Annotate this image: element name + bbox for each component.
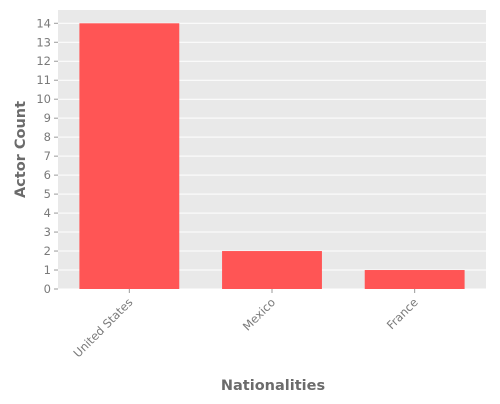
y-tick-label: 12	[36, 54, 51, 68]
y-tick-label: 9	[44, 111, 51, 125]
y-tick-label: 7	[44, 149, 51, 163]
bar	[364, 270, 465, 289]
y-tick-label: 2	[44, 244, 51, 258]
bars	[79, 23, 465, 290]
x-tick-label: Mexico	[240, 295, 278, 333]
y-tick-label: 10	[36, 92, 51, 106]
y-tick-label: 3	[44, 225, 51, 239]
y-tick-label: 1	[44, 263, 51, 277]
y-axis-title: Actor Count	[13, 101, 29, 198]
x-tick-label: France	[384, 295, 421, 332]
y-tick-label: 0	[44, 282, 51, 296]
bar	[79, 23, 180, 290]
bar	[222, 251, 322, 289]
y-tick-label: 13	[36, 35, 51, 49]
y-tick-label: 11	[36, 73, 51, 87]
y-tick-label: 8	[44, 130, 51, 144]
x-tick-label: United States	[70, 295, 135, 360]
y-tick-label: 6	[44, 168, 51, 182]
x-axis-ticks: United States Mexico France	[70, 289, 421, 360]
y-tick-label: 5	[44, 187, 51, 201]
x-axis-title: Nationalities	[221, 378, 325, 394]
y-tick-label: 4	[44, 206, 51, 220]
y-tick-label: 14	[36, 16, 51, 30]
